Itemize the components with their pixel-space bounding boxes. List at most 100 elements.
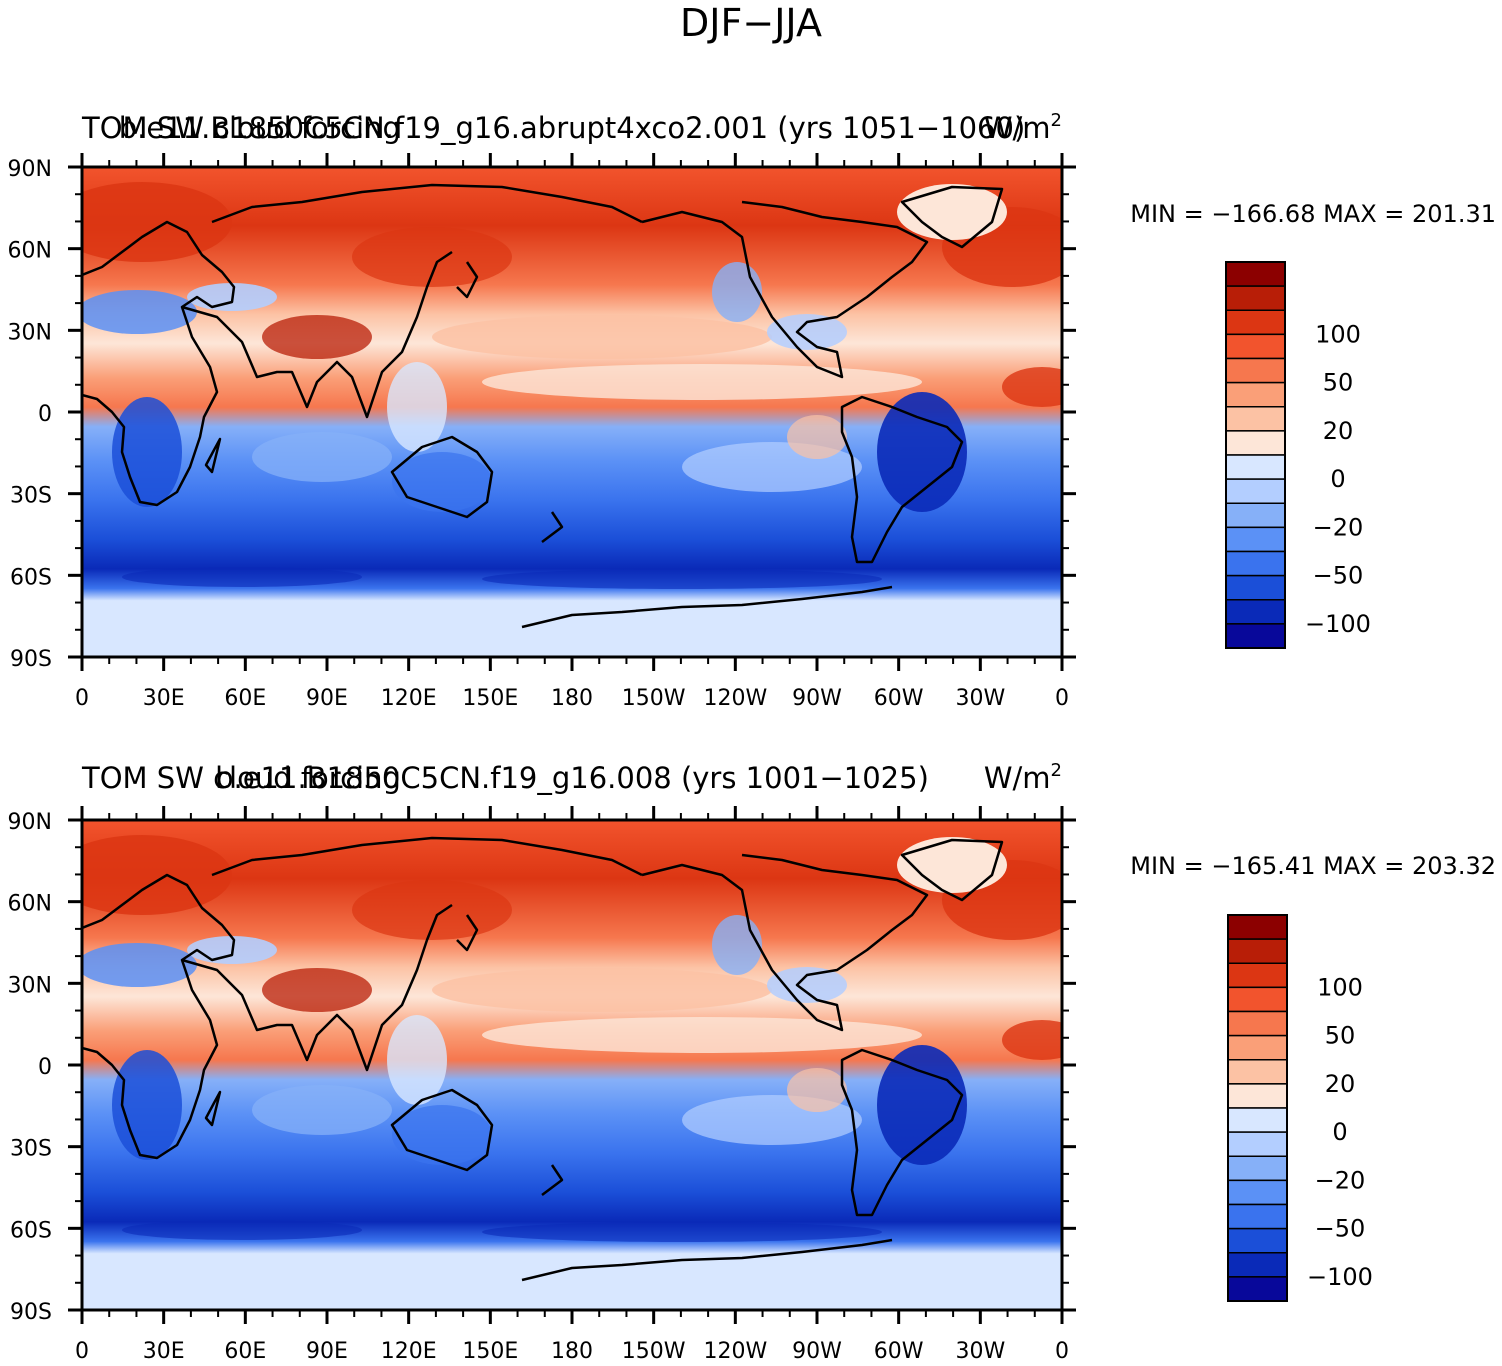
panel-1-min-max: MIN = −166.68 MAX = 201.31 <box>1130 200 1496 228</box>
panel-2-colorbar-swatch <box>1227 962 1288 989</box>
panel-2-lat-label: 60N <box>8 892 52 917</box>
panel-2-axes: 90N 60N 30N 0 30S 60S 90S 0 30E 60E 90E 120E 150E 180… <box>8 806 1076 1364</box>
panel-2-colorbar-swatch <box>1227 1131 1288 1157</box>
panel-1-colorbar-swatch <box>1225 381 1286 408</box>
panel-1-title-center: b.e11.B1850C5CN.f19_g16.abrupt4xco2.001 … <box>119 111 1026 145</box>
panel-2-units: W/m2 <box>984 760 1062 795</box>
panel-1-lat-label: 60S <box>10 565 52 590</box>
panel-2-lon-label: 90E <box>306 1339 348 1364</box>
panel-2-lat-label: 90N <box>8 810 52 835</box>
panel-1-lon-label: 180 <box>551 686 593 711</box>
panel-2-colorbar-label: 0 <box>1332 1118 1347 1146</box>
panel-2-colorbar-frame <box>1227 914 1288 1302</box>
panel-1-lon-label: 120E <box>381 686 437 711</box>
panel-2-lat-label: 90S <box>10 1300 52 1325</box>
panel-2-colorbar-swatch <box>1227 1083 1288 1109</box>
panel-1-colorbar-swatch <box>1225 550 1286 577</box>
panel-1-lon-label: 60E <box>224 686 266 711</box>
panel-1-colorbar-swatch <box>1225 309 1286 336</box>
panel-2: TOM SW cloud forcing b.e11.B1850C5CN.f19… <box>8 760 1496 1364</box>
panel-1-colorbar-swatch <box>1225 285 1286 311</box>
panel-1-colorbar-swatch <box>1225 406 1286 432</box>
panel-2-lon-label: 150W <box>622 1339 686 1364</box>
panel-1-colorbar-swatch <box>1225 478 1286 504</box>
panel-1-lat-label: 30S <box>10 484 52 509</box>
panel-2-colorbar-swatch <box>1227 1155 1288 1182</box>
panel-2-lon-label: 180 <box>551 1339 593 1364</box>
panel-2-lon-label: 30W <box>955 1339 1005 1364</box>
panel-1-lon-label: 120W <box>703 686 767 711</box>
panel-1-colorbar-swatch <box>1225 502 1286 529</box>
panel-2-min-max: MIN = −165.41 MAX = 203.32 <box>1130 852 1496 880</box>
panel-2-colorbar-swatch <box>1227 914 1288 940</box>
panel-2-colorbar-swatch <box>1227 1227 1288 1254</box>
panel-1-lon-label: 150W <box>622 686 686 711</box>
panel-1-lon-label: 60W <box>874 686 924 711</box>
panel-1-lon-label: 90W <box>792 686 842 711</box>
panel-1-colorbar-swatch <box>1225 574 1286 601</box>
panel-2-lon-label: 120E <box>381 1339 437 1364</box>
panel-1-colorbar-swatch <box>1225 526 1286 553</box>
panel-2-colorbar-swatch <box>1227 1107 1288 1133</box>
panel-2-lon-label: 90W <box>792 1339 842 1364</box>
panel-1-colorbar-swatch <box>1225 357 1286 384</box>
panel-1-colorbar-swatch <box>1225 430 1286 456</box>
panel-2-colorbar-label: −20 <box>1315 1166 1366 1194</box>
panel-2-colorbar-swatch <box>1227 1034 1288 1061</box>
panel-2-lat-label: 60S <box>10 1218 52 1243</box>
panel-1-lon-label: 30W <box>955 686 1005 711</box>
panel-1-colorbar-swatch <box>1225 599 1286 625</box>
panel-1-colorbar-label: 50 <box>1323 369 1354 397</box>
panel-1-colorbar-swatch <box>1225 333 1286 360</box>
panel-1-lat-label: 90S <box>10 647 52 672</box>
panel-2-units-exponent: 2 <box>1051 760 1062 781</box>
panel-1-units: W/m2 <box>984 110 1062 145</box>
panel-1-colorbar-label: −100 <box>1305 610 1371 638</box>
panel-1-lon-label: 150E <box>462 686 518 711</box>
panel-1-axes: 90N 60N 30N 0 30S 60S 90S 0 30E 60E 90E 120E 150E 180… <box>8 153 1076 711</box>
panel-2-title-left: TOM SW cloud forcing <box>81 761 401 795</box>
panel-2-lon-label: 30E <box>143 1339 185 1364</box>
panel-2-lon-label: 60W <box>874 1339 924 1364</box>
panel-2-map <box>82 820 1062 1310</box>
panel-1: TOM SW cloud forcing b.e11.B1850C5CN.f19… <box>8 110 1496 711</box>
panel-1-colorbar: 100 50 20 0 −20 −50 −100 <box>1225 261 1371 649</box>
main-title: DJF−JJA <box>680 1 822 45</box>
panel-2-colorbar-label: 50 <box>1325 1022 1356 1050</box>
panel-2-lon-label: 150E <box>462 1339 518 1364</box>
panel-1-colorbar-frame <box>1225 261 1286 649</box>
panel-2-lat-label: 30N <box>8 973 52 998</box>
panel-2-colorbar: 100 50 20 0 −20 −50 −100 <box>1227 914 1373 1302</box>
panel-1-lat-label: 60N <box>8 239 52 264</box>
panel-1-lon-label: 0 <box>75 686 89 711</box>
panel-1-colorbar-swatch <box>1225 454 1286 480</box>
panel-2-colorbar-swatch <box>1227 938 1288 964</box>
panel-2-colorbar-label: −100 <box>1307 1263 1373 1291</box>
panel-1-colorbar-swatch <box>1225 623 1286 649</box>
panel-2-colorbar-label: 20 <box>1325 1070 1356 1098</box>
panel-1-units-exponent: 2 <box>1051 110 1062 131</box>
panel-2-lat-label: 30S <box>10 1137 52 1162</box>
panel-2-colorbar-label: 100 <box>1317 973 1363 1001</box>
panel-2-colorbar-swatch <box>1227 1179 1288 1206</box>
panel-1-lat-label: 90N <box>8 157 52 182</box>
panel-2-lon-label: 120W <box>703 1339 767 1364</box>
panel-2-lon-label: 60E <box>224 1339 266 1364</box>
panel-1-colorbar-swatch <box>1225 261 1286 287</box>
panel-1-colorbar-label: 20 <box>1323 417 1354 445</box>
panel-2-colorbar-swatch <box>1227 1252 1288 1278</box>
panel-2-colorbar-swatch <box>1227 1203 1288 1230</box>
panel-1-lat-label: 0 <box>38 402 52 427</box>
panel-1-title-left: TOM SW cloud forcing <box>81 111 401 145</box>
panel-2-colorbar-swatch <box>1227 1276 1288 1302</box>
panel-1-colorbar-label: 100 <box>1315 320 1361 348</box>
panel-2-lon-label: 0 <box>1055 1339 1069 1364</box>
panel-2-colorbar-swatch <box>1227 1010 1288 1037</box>
panel-1-colorbar-label: −20 <box>1313 513 1364 541</box>
panel-1-lat-label: 30N <box>8 320 52 345</box>
panel-2-colorbar-swatch <box>1227 986 1288 1013</box>
panel-1-lon-label: 90E <box>306 686 348 711</box>
panel-2-title-center: b.e11.B1850C5CN.f19_g16.008 (yrs 1001−10… <box>215 761 929 795</box>
panel-2-lat-label: 0 <box>38 1055 52 1080</box>
